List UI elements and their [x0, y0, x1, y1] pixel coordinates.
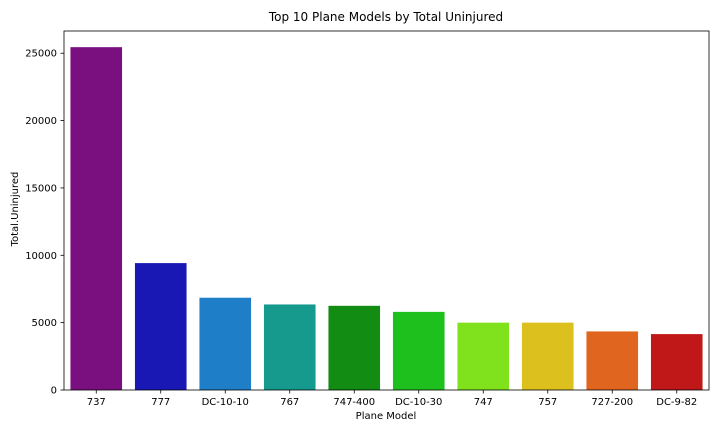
bar-DC-10-30	[392, 311, 445, 390]
y-tick-label: 15000	[25, 183, 57, 194]
bar-747	[457, 322, 510, 390]
bar-777	[134, 263, 187, 390]
bar-DC-10-10	[199, 297, 252, 390]
bar-757	[521, 322, 574, 390]
x-tick-label: 757	[538, 397, 557, 408]
chart-title: Top 10 Plane Models by Total Uninjured	[268, 10, 503, 24]
x-tick-label: DC-10-10	[202, 397, 249, 408]
y-tick-label: 10000	[25, 251, 57, 262]
x-tick-label: DC-10-30	[395, 397, 442, 408]
y-tick-label: 25000	[25, 49, 57, 60]
x-tick-label: 737	[87, 397, 106, 408]
y-tick-label: 5000	[32, 318, 57, 329]
x-axis-label: Plane Model	[356, 411, 417, 422]
x-tick-label: 747	[474, 397, 493, 408]
bar-DC-9-82	[650, 334, 703, 390]
y-tick-label: 0	[51, 386, 57, 397]
x-tick-label: DC-9-82	[656, 397, 697, 408]
bar-727-200	[586, 331, 639, 390]
y-axis: 0 5000 10000 15000 20000 25000	[25, 49, 64, 397]
x-axis: 737 777 DC-10-10 767 747-400 DC-10-30 747 757 72…	[87, 390, 697, 408]
x-tick-label: 767	[280, 397, 299, 408]
bar-747-400	[328, 305, 381, 390]
y-axis-label: Total.Uninjured	[10, 172, 21, 248]
bar-767	[263, 304, 316, 390]
plot-frame	[63, 30, 710, 391]
x-tick-label: 747-400	[333, 397, 375, 408]
y-tick-label: 20000	[25, 116, 57, 127]
bar-737	[70, 47, 123, 391]
bars	[70, 47, 703, 391]
x-tick-label: 777	[151, 397, 170, 408]
x-tick-label: 727-200	[591, 397, 633, 408]
